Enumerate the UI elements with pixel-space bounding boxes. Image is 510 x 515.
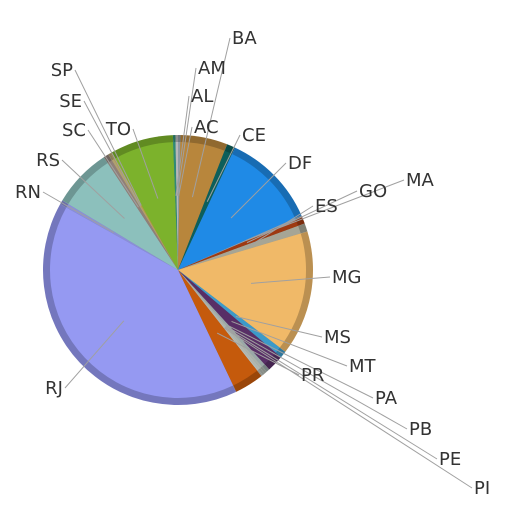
slice-label-mg: MG <box>332 267 361 288</box>
slice-label-se: SE <box>59 91 82 112</box>
leader-lines <box>42 37 473 489</box>
slice-pa[interactable] <box>178 270 265 367</box>
leader-line-am <box>176 67 197 196</box>
leader-line-mt <box>231 320 348 367</box>
slice-al[interactable] <box>173 142 178 270</box>
slice-label-to: TO <box>105 119 131 140</box>
slice-to[interactable] <box>115 142 178 270</box>
leader-line-rj <box>64 320 125 389</box>
slice-label-ba: BA <box>232 28 257 49</box>
slice-es[interactable] <box>178 225 301 270</box>
slice-label-sc: SC <box>62 120 86 141</box>
slice-label-pb: PB <box>409 419 432 440</box>
slice-mg[interactable] <box>178 233 307 348</box>
leader-line-pi <box>223 327 473 489</box>
slice-rj[interactable] <box>49 207 234 398</box>
slice-label-ac: AC <box>194 117 219 138</box>
leader-line-df <box>230 162 287 219</box>
leader-line-pe <box>224 326 438 460</box>
slice-rs[interactable] <box>68 163 178 270</box>
slice-am[interactable] <box>175 141 178 270</box>
slice-ms[interactable] <box>178 270 280 353</box>
leader-line-rn <box>42 191 115 234</box>
slice-ba[interactable] <box>178 142 225 270</box>
slice-label-pi: PI <box>474 478 490 499</box>
leader-line-ce <box>206 134 241 202</box>
slice-ce[interactable] <box>178 150 233 270</box>
slice-label-go: GO <box>359 181 387 202</box>
leader-line-sp <box>74 69 142 206</box>
slice-label-pa: PA <box>375 388 398 409</box>
slice-label-ce: CE <box>242 125 266 146</box>
leader-line-go <box>246 190 358 244</box>
leader-line-rs <box>61 159 125 219</box>
slice-label-al: AL <box>191 86 213 107</box>
slice-label-pe: PE <box>439 449 461 470</box>
slice-label-rj: RJ <box>45 378 63 399</box>
leader-line-pa <box>227 324 374 399</box>
leader-line-sc <box>87 129 139 208</box>
leader-line-ba <box>191 37 231 198</box>
slice-se[interactable] <box>111 159 178 270</box>
slice-label-ms: MS <box>324 327 351 348</box>
slice-label-mt: MT <box>349 356 377 377</box>
leader-line-ms <box>235 316 323 338</box>
slice-label-sp: SP <box>51 60 73 81</box>
slice-label-am: AM <box>198 58 226 79</box>
slice-label-ma: MA <box>406 170 435 191</box>
leader-line-pb <box>225 326 408 430</box>
slice-ma[interactable] <box>178 218 296 270</box>
leader-line-to <box>132 128 159 199</box>
slice-rn[interactable] <box>66 204 178 270</box>
leader-line-mg <box>250 276 331 284</box>
leader-line-se <box>83 100 141 207</box>
slice-label-es: ES <box>315 196 338 217</box>
slice-label-df: DF <box>288 153 312 174</box>
leader-line-es <box>248 205 314 248</box>
leader-line-pr <box>216 332 300 376</box>
slice-label-rs: RS <box>36 150 60 171</box>
slice-label-rn: RN <box>15 182 41 203</box>
leader-line-ac <box>178 126 193 196</box>
slice-label-pr: PR <box>301 365 324 386</box>
slice-pr[interactable] <box>178 270 258 386</box>
slice-pi[interactable] <box>178 270 259 371</box>
leader-line-al <box>175 95 190 196</box>
slice-pb[interactable] <box>178 270 263 369</box>
pie-slices <box>42 134 314 406</box>
